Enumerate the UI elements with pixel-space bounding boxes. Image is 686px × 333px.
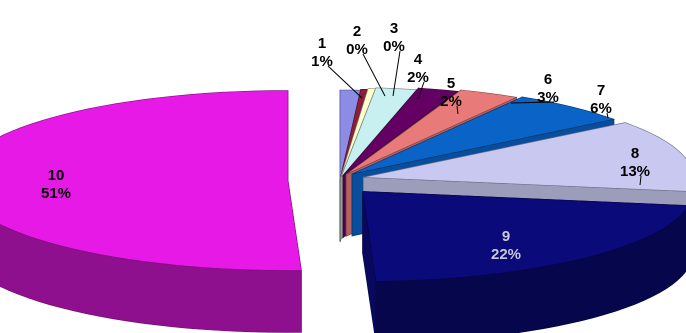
slice-label-8: 8 — [631, 145, 639, 162]
leader-line-4 — [417, 81, 425, 100]
slice-label-1: 1 — [318, 35, 326, 52]
slice-label-9: 9 — [502, 228, 510, 245]
leader-line-1 — [327, 65, 363, 99]
slice-label-2: 2 — [353, 23, 361, 40]
slice-label-3: 3 — [390, 20, 398, 37]
pie-slice-10 — [0, 90, 302, 333]
slice-value-1: 1% — [311, 53, 333, 70]
leader-line-6 — [510, 101, 555, 104]
leader-line-8 — [639, 175, 642, 186]
slice-label-4: 4 — [414, 51, 423, 68]
slice-value-6: 3% — [537, 89, 559, 106]
leader-line-7 — [606, 112, 609, 119]
pie-slice-9 — [362, 191, 686, 333]
slice-value-3: 0% — [383, 38, 405, 55]
slice-label-5: 5 — [447, 75, 455, 92]
leader-line-3 — [392, 50, 401, 97]
slice-value-8: 13% — [620, 163, 650, 180]
slice-value-9: 22% — [491, 246, 521, 263]
slice-label-10: 10 — [48, 167, 65, 184]
slice-label-6: 6 — [544, 71, 552, 88]
slice-label-7: 7 — [597, 82, 605, 99]
slice-value-10: 51% — [41, 185, 71, 202]
leader-line-5 — [456, 105, 459, 115]
slice-value-7: 6% — [590, 100, 612, 117]
leader-line-2 — [362, 53, 386, 97]
slice-value-4: 2% — [407, 69, 429, 86]
slice-value-5: 2% — [440, 93, 462, 110]
slice-value-2: 0% — [346, 41, 368, 58]
